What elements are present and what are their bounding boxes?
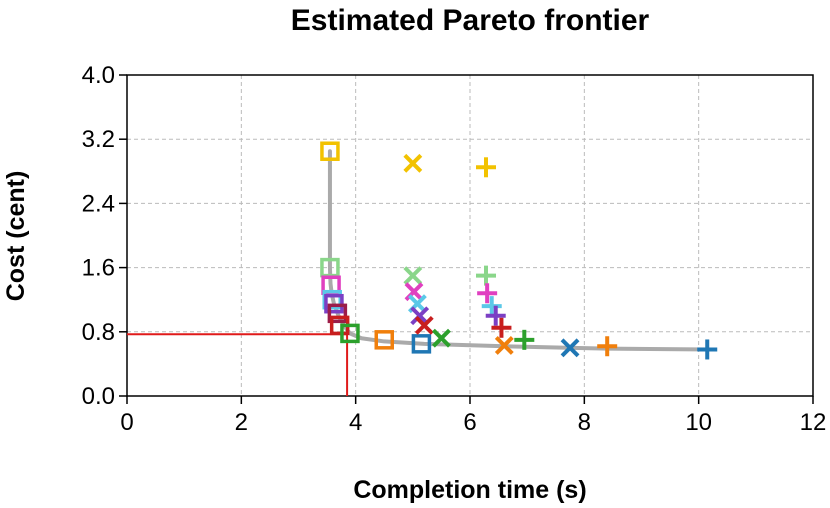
x-tick-label: 2: [235, 409, 248, 436]
tick-labels: 0 2 4 6 8 10 12 0.0 0.8 1.6 2.4 3.2 4.0: [82, 62, 827, 436]
x-marker-stroke: [410, 306, 430, 326]
square-marker: [411, 334, 432, 354]
plus-marker: [476, 265, 497, 286]
plus-marker: [597, 336, 618, 357]
plus-marker: [697, 339, 718, 360]
square-marker: [320, 141, 340, 161]
plus-marker: [481, 296, 502, 317]
x-marker: [410, 306, 430, 326]
plus-marker: [514, 329, 535, 350]
plus-marker: [485, 305, 506, 326]
y-axis-label: Cost (cent): [2, 171, 30, 302]
y-tick-label: 2.4: [82, 190, 115, 217]
pareto-frontier: [127, 149, 713, 396]
x-tick-label: 8: [578, 409, 591, 436]
x-tick-label: 6: [463, 409, 476, 436]
x-marker-stroke: [403, 153, 423, 173]
y-tick-label: 3.2: [82, 126, 115, 153]
plus-marker: [477, 283, 498, 304]
y-tick-label: 4.0: [82, 62, 115, 89]
frontier-line: [327, 149, 713, 352]
data-points: [320, 141, 718, 360]
x-marker-stroke: [432, 328, 451, 348]
y-tick-label: 0.0: [82, 383, 115, 410]
x-tick-label: 10: [685, 409, 712, 436]
plus-marker: [476, 157, 497, 178]
x-marker-stroke: [560, 338, 580, 358]
x-marker: [494, 336, 514, 355]
x-marker: [403, 153, 423, 173]
x-axis-label: Completion time (s): [353, 476, 586, 504]
x-marker: [432, 328, 451, 348]
y-tick-label: 0.8: [82, 319, 115, 346]
x-marker-stroke: [414, 315, 434, 335]
x-marker-stroke: [494, 336, 514, 355]
x-marker-stroke: [403, 266, 423, 286]
square-marker: [340, 323, 360, 344]
x-marker: [560, 338, 580, 358]
chart-title: Estimated Pareto frontier: [291, 4, 650, 37]
axes: [119, 74, 814, 404]
square-marker: [327, 303, 348, 324]
y-tick-label: 1.6: [82, 255, 115, 282]
x-tick-label: 4: [349, 409, 362, 436]
plus-marker: [491, 317, 512, 338]
x-marker: [414, 315, 434, 335]
square-marker: [374, 330, 394, 350]
x-tick-label: 0: [120, 409, 133, 436]
x-tick-label: 12: [800, 409, 827, 436]
x-marker: [403, 266, 423, 286]
